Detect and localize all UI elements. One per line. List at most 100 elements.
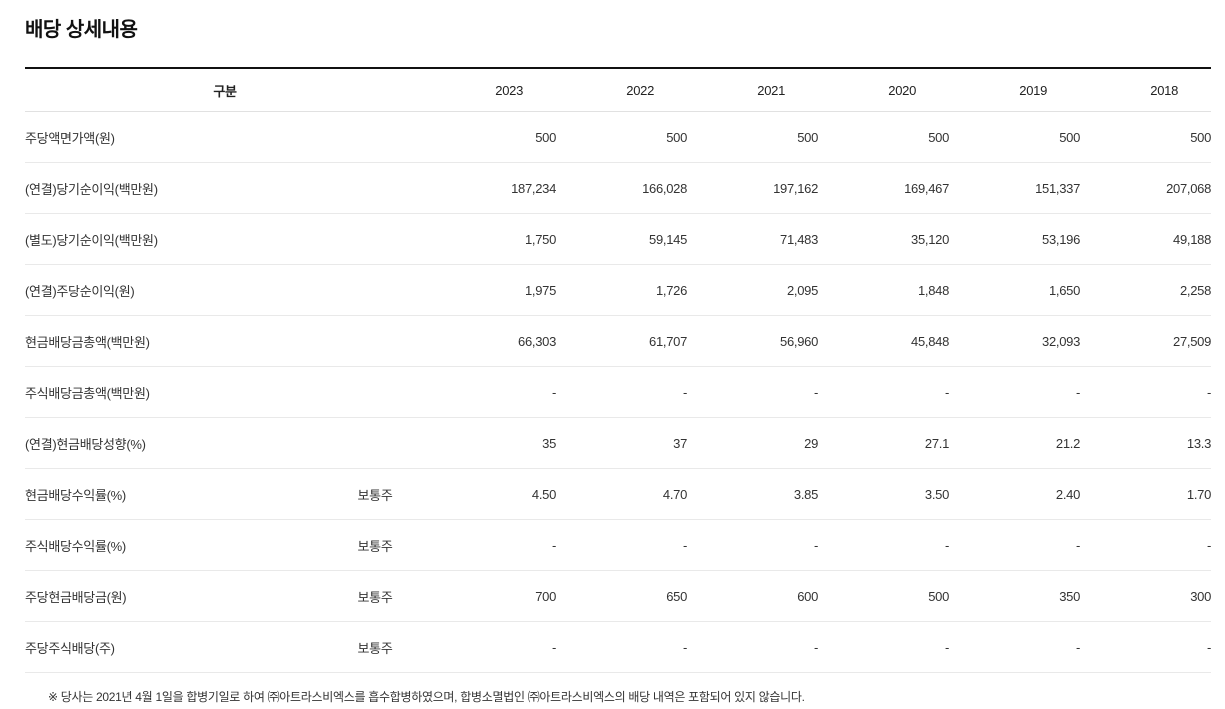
value-cell: 3.85 bbox=[687, 468, 818, 520]
value-cell: - bbox=[949, 519, 1080, 571]
dividend-table: 구분 2023 2022 2021 2020 2019 2018 주당액면가액(원) 500… bbox=[25, 67, 1211, 673]
value-cell: 650 bbox=[556, 570, 687, 622]
table-row: 현금배당수익률(%) 보통주 4.50 4.70 3.85 3.50 2.40 1.70 bbox=[25, 468, 1211, 520]
value-cell: - bbox=[1080, 621, 1211, 673]
value-cell: 2.40 bbox=[949, 468, 1080, 520]
value-cell: - bbox=[687, 519, 818, 571]
column-header-year: 2021 bbox=[687, 68, 819, 112]
value-cell: - bbox=[425, 519, 556, 571]
value-cell: 350 bbox=[949, 570, 1080, 622]
stock-class-cell: 보통주 bbox=[325, 621, 426, 673]
value-cell: 32,093 bbox=[949, 315, 1080, 367]
row-label: 주당액면가액(원) bbox=[25, 111, 325, 163]
value-cell: 166,028 bbox=[556, 162, 687, 214]
value-cell: 169,467 bbox=[818, 162, 949, 214]
value-cell: - bbox=[949, 366, 1080, 418]
stock-class-cell bbox=[325, 111, 426, 163]
table-row: 주당현금배당금(원) 보통주 700 650 600 500 350 300 bbox=[25, 570, 1211, 622]
value-cell: 71,483 bbox=[687, 213, 818, 265]
column-header-year: 2020 bbox=[818, 68, 950, 112]
value-cell: 27,509 bbox=[1080, 315, 1211, 367]
value-cell: 2,095 bbox=[687, 264, 818, 316]
value-cell: 61,707 bbox=[556, 315, 687, 367]
value-cell: - bbox=[556, 621, 687, 673]
stock-class-cell bbox=[325, 162, 426, 214]
table-row: (연결)현금배당성향(%) 35 37 29 27.1 21.2 13.3 bbox=[25, 417, 1211, 469]
value-cell: 500 bbox=[687, 111, 818, 163]
table-row: 주당주식배당(주) 보통주 - - - - - - bbox=[25, 621, 1211, 673]
value-cell: 21.2 bbox=[949, 417, 1080, 469]
value-cell: - bbox=[1080, 519, 1211, 571]
value-cell: 27.1 bbox=[818, 417, 949, 469]
value-cell: 1,650 bbox=[949, 264, 1080, 316]
row-label: 주당주식배당(주) bbox=[25, 621, 325, 673]
value-cell: - bbox=[1080, 366, 1211, 418]
value-cell: 2,258 bbox=[1080, 264, 1211, 316]
column-header-year: 2022 bbox=[556, 68, 688, 112]
value-cell: 45,848 bbox=[818, 315, 949, 367]
table-row: (연결)주당순이익(원) 1,975 1,726 2,095 1,848 1,650 2,2… bbox=[25, 264, 1211, 316]
value-cell: 49,188 bbox=[1080, 213, 1211, 265]
value-cell: - bbox=[556, 519, 687, 571]
table-body: 주당액면가액(원) 500 500 500 500 500 500 (연결)당기순이익(백만원… bbox=[25, 111, 1211, 673]
stock-class-cell bbox=[325, 417, 426, 469]
value-cell: 151,337 bbox=[949, 162, 1080, 214]
value-cell: - bbox=[818, 621, 949, 673]
value-cell: 500 bbox=[818, 111, 949, 163]
value-cell: 59,145 bbox=[556, 213, 687, 265]
value-cell: - bbox=[425, 366, 556, 418]
stock-class-cell: 보통주 bbox=[325, 570, 426, 622]
table-header-row: 구분 2023 2022 2021 2020 2019 2018 bbox=[25, 68, 1212, 112]
value-cell: - bbox=[949, 621, 1080, 673]
stock-class-cell bbox=[325, 213, 426, 265]
value-cell: 66,303 bbox=[425, 315, 556, 367]
page-title: 배당 상세내용 bbox=[25, 19, 138, 41]
row-label: 주식배당금총액(백만원) bbox=[25, 366, 325, 418]
row-label: 현금배당금총액(백만원) bbox=[25, 315, 325, 367]
table-row: 주당액면가액(원) 500 500 500 500 500 500 bbox=[25, 111, 1211, 163]
value-cell: 29 bbox=[687, 417, 818, 469]
column-header-year: 2023 bbox=[425, 68, 557, 112]
value-cell: 35,120 bbox=[818, 213, 949, 265]
table-row: 주식배당수익률(%) 보통주 - - - - - - bbox=[25, 519, 1211, 571]
table-row: 현금배당금총액(백만원) 66,303 61,707 56,960 45,848 32,0… bbox=[25, 315, 1211, 367]
value-cell: 500 bbox=[556, 111, 687, 163]
value-cell: 500 bbox=[425, 111, 556, 163]
value-cell: 4.70 bbox=[556, 468, 687, 520]
table-row: (별도)당기순이익(백만원) 1,750 59,145 71,483 35,120 53,… bbox=[25, 213, 1211, 265]
value-cell: 1.70 bbox=[1080, 468, 1211, 520]
value-cell: 300 bbox=[1080, 570, 1211, 622]
value-cell: 500 bbox=[1080, 111, 1211, 163]
table-row: (연결)당기순이익(백만원) 187,234 166,028 197,162 169,4… bbox=[25, 162, 1211, 214]
value-cell: 1,975 bbox=[425, 264, 556, 316]
value-cell: 35 bbox=[425, 417, 556, 469]
value-cell: - bbox=[687, 621, 818, 673]
stock-class-cell: 보통주 bbox=[325, 519, 426, 571]
row-label: (연결)현금배당성향(%) bbox=[25, 417, 325, 469]
value-cell: 700 bbox=[425, 570, 556, 622]
value-cell: 56,960 bbox=[687, 315, 818, 367]
stock-class-cell bbox=[325, 264, 426, 316]
value-cell: - bbox=[818, 519, 949, 571]
value-cell: 1,726 bbox=[556, 264, 687, 316]
value-cell: - bbox=[425, 621, 556, 673]
row-label: (연결)주당순이익(원) bbox=[25, 264, 325, 316]
row-label: (연결)당기순이익(백만원) bbox=[25, 162, 325, 214]
column-header-year: 2019 bbox=[949, 68, 1081, 112]
stock-class-cell bbox=[325, 315, 426, 367]
value-cell: 1,750 bbox=[425, 213, 556, 265]
value-cell: 3.50 bbox=[818, 468, 949, 520]
value-cell: 4.50 bbox=[425, 468, 556, 520]
value-cell: 53,196 bbox=[949, 213, 1080, 265]
value-cell: - bbox=[687, 366, 818, 418]
column-header-category: 구분 bbox=[25, 68, 426, 112]
row-label: 현금배당수익률(%) bbox=[25, 468, 325, 520]
value-cell: 197,162 bbox=[687, 162, 818, 214]
row-label: (별도)당기순이익(백만원) bbox=[25, 213, 325, 265]
value-cell: 500 bbox=[818, 570, 949, 622]
value-cell: 207,068 bbox=[1080, 162, 1211, 214]
value-cell: 500 bbox=[949, 111, 1080, 163]
value-cell: 600 bbox=[687, 570, 818, 622]
value-cell: 37 bbox=[556, 417, 687, 469]
